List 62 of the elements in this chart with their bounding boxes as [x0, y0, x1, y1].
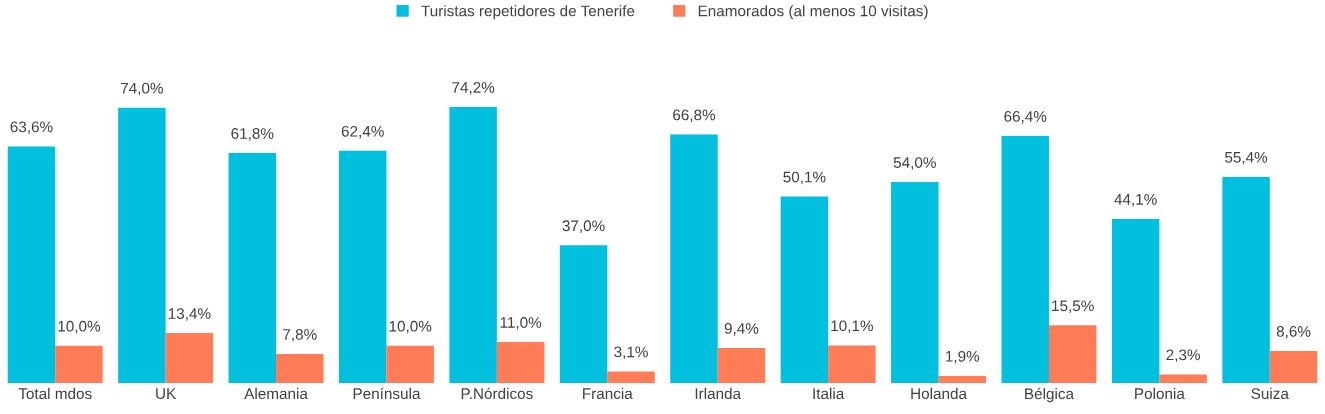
bar — [559, 245, 608, 383]
x-tick-label: Holanda — [911, 387, 967, 400]
data-label: 66,8% — [673, 109, 716, 123]
x-tick-label: Total mdos — [18, 387, 92, 400]
data-label: 3,1% — [614, 346, 648, 360]
legend-label: Enamorados (al menos 10 visitas) — [698, 5, 928, 20]
bar — [118, 107, 166, 383]
bar — [1159, 374, 1207, 383]
bar — [828, 345, 876, 383]
data-label: 13,4% — [168, 308, 211, 321]
bar — [607, 371, 655, 383]
bar — [1001, 135, 1049, 383]
data-label: 74,0% — [121, 82, 163, 96]
bar — [1222, 176, 1270, 383]
x-tick-label: P.Nórdicos — [461, 387, 533, 400]
data-label: 7,8% — [283, 328, 317, 342]
legend-label: Turistas repetidores de Tenerife — [421, 5, 635, 20]
data-label: 10,0% — [58, 320, 101, 334]
bar — [7, 146, 56, 383]
data-label: 1,9% — [946, 350, 980, 364]
bar — [165, 333, 214, 383]
data-label: 15,5% — [1052, 300, 1094, 313]
x-tick-label: Península — [353, 387, 421, 400]
x-tick-label: Italia — [813, 387, 845, 400]
data-label: 63,6% — [10, 121, 53, 135]
data-label: 9,4% — [724, 323, 759, 336]
data-label: 8,6% — [1276, 326, 1311, 339]
data-label: 55,4% — [1225, 152, 1268, 165]
bar — [717, 347, 766, 383]
bar — [1111, 218, 1160, 383]
data-label: 61,8% — [231, 128, 274, 141]
bar — [670, 134, 718, 383]
bar — [1048, 325, 1097, 383]
data-label: 10,1% — [831, 320, 873, 334]
bar — [228, 153, 277, 383]
data-label: 74,2% — [452, 82, 495, 95]
bar — [449, 106, 497, 383]
x-tick-label: Bélgica — [1025, 387, 1075, 403]
bar — [1269, 350, 1318, 383]
data-label: 50,1% — [783, 171, 826, 185]
bar — [338, 150, 387, 383]
x-tick-label: Alemania — [244, 387, 308, 400]
data-label: 54,0% — [893, 157, 936, 170]
data-label: 37,0% — [562, 220, 605, 233]
bar — [780, 196, 829, 383]
data-label: 2,3% — [1166, 349, 1200, 363]
data-label: 66,4% — [1004, 111, 1047, 124]
data-label: 62,4% — [341, 125, 384, 139]
data-label: 44,1% — [1114, 194, 1157, 207]
x-tick-label: Irlanda — [695, 387, 742, 400]
bar — [276, 353, 324, 383]
bar — [891, 182, 939, 383]
x-tick-label: Polonia — [1135, 387, 1185, 400]
x-tick-label: Francia — [583, 387, 633, 400]
bar — [386, 345, 434, 383]
bar — [55, 345, 103, 383]
data-label: 11,0% — [500, 317, 542, 330]
x-tick-label: Suiza — [1251, 387, 1289, 400]
bar — [496, 342, 545, 383]
x-tick-label: UK — [156, 388, 177, 400]
data-label: 10,0% — [389, 320, 432, 334]
bar — [938, 375, 987, 383]
